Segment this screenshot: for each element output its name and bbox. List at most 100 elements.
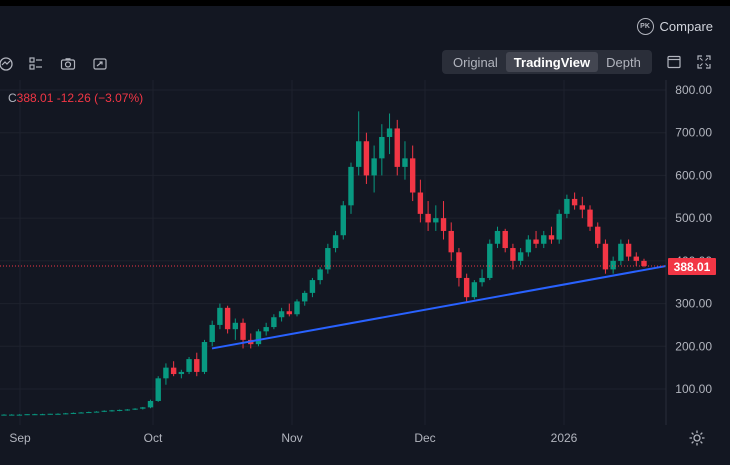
candle-body — [556, 213, 562, 240]
candle — [409, 145, 416, 202]
ohlc-quote: C388.01 -12.26 (−3.07%) — [8, 91, 143, 105]
share-icon[interactable] — [90, 54, 110, 74]
candle — [278, 307, 285, 322]
candle — [332, 230, 339, 253]
quote-prefix: C — [8, 91, 17, 105]
candle — [309, 277, 316, 298]
gear-icon[interactable] — [688, 429, 706, 447]
candle — [517, 248, 524, 266]
candle-body — [610, 260, 616, 270]
candle — [62, 412, 69, 415]
candle-body — [625, 243, 632, 257]
candle — [286, 303, 292, 317]
candle — [456, 248, 462, 287]
candle — [587, 205, 593, 231]
view-tabs: Original TradingView Depth — [442, 50, 652, 74]
candle-body — [39, 414, 46, 416]
candle — [101, 410, 107, 413]
candle-body — [16, 414, 23, 416]
candle-body — [325, 248, 331, 270]
candle-body — [356, 141, 362, 167]
candle-body — [294, 301, 300, 315]
candle-body — [579, 205, 586, 210]
candle-body — [548, 235, 555, 240]
candle — [479, 269, 485, 287]
candle-body — [541, 235, 547, 244]
candle-body — [494, 230, 501, 244]
candle — [625, 239, 632, 261]
candle — [564, 194, 570, 219]
camera-icon[interactable] — [58, 54, 78, 74]
candle-body — [517, 252, 524, 261]
candle-body — [286, 311, 292, 315]
candle-body — [232, 322, 239, 330]
candle-body — [502, 230, 508, 249]
candle-body — [487, 243, 493, 278]
candle-body — [70, 412, 77, 414]
candle — [402, 141, 408, 180]
chart-grid — [0, 80, 666, 425]
candle — [487, 239, 493, 281]
candle — [371, 145, 377, 193]
candle-body — [587, 209, 593, 227]
candle — [9, 414, 15, 416]
price-axis-label: 800.00 — [675, 83, 712, 97]
candle-body — [302, 292, 308, 302]
candle — [510, 243, 516, 270]
candle-body — [240, 322, 246, 340]
candle — [186, 356, 192, 375]
candle-body — [24, 414, 30, 416]
indicator-icon[interactable] — [0, 54, 16, 74]
candle-body — [194, 359, 200, 372]
compare-button[interactable]: PK Compare — [636, 15, 713, 37]
compare-label: Compare — [659, 18, 713, 34]
candle-body — [471, 282, 478, 298]
current-price-tag: 388.01 — [668, 258, 716, 275]
candle-body — [124, 409, 131, 411]
candle-body — [402, 158, 408, 167]
layout-icon[interactable] — [26, 54, 46, 74]
candle — [340, 201, 346, 240]
candle — [1, 414, 7, 416]
candle-body — [278, 311, 285, 318]
candle — [417, 179, 424, 223]
candle — [24, 414, 30, 416]
candle-body — [571, 198, 578, 206]
candle-body — [317, 269, 323, 281]
candle-body — [224, 307, 231, 330]
candle — [348, 162, 354, 214]
price-axis-label: 200.00 — [675, 339, 712, 353]
candle-body — [618, 243, 624, 261]
candle-body — [386, 128, 393, 137]
candle — [194, 352, 200, 377]
candle — [16, 414, 23, 416]
fullscreen-icon[interactable] — [694, 52, 714, 72]
price-axis-label: 700.00 — [675, 126, 712, 140]
candle-body — [147, 400, 154, 408]
candle-body — [271, 317, 277, 328]
candle-body — [140, 407, 146, 409]
candle-body — [525, 239, 532, 253]
tab-tradingview[interactable]: TradingView — [505, 52, 599, 72]
candle-body — [602, 243, 609, 270]
candle-body — [348, 166, 354, 206]
quote-close: 388.01 — [16, 91, 54, 105]
candle — [209, 320, 215, 347]
tab-depth[interactable]: Depth — [606, 54, 641, 70]
candle — [86, 411, 92, 414]
window-icon[interactable] — [664, 52, 684, 72]
candle-body — [309, 280, 316, 293]
candle-body — [425, 213, 431, 223]
candle-body — [463, 277, 470, 298]
time-axis-label: Dec — [414, 431, 435, 445]
candle — [170, 361, 177, 377]
candle-body — [595, 226, 601, 244]
candle — [55, 413, 61, 415]
time-axis-label: 2026 — [551, 431, 578, 445]
tab-original[interactable]: Original — [453, 54, 498, 70]
candle — [379, 124, 385, 176]
candle-body — [417, 192, 424, 214]
candle-body — [155, 378, 161, 401]
candle — [356, 111, 362, 176]
